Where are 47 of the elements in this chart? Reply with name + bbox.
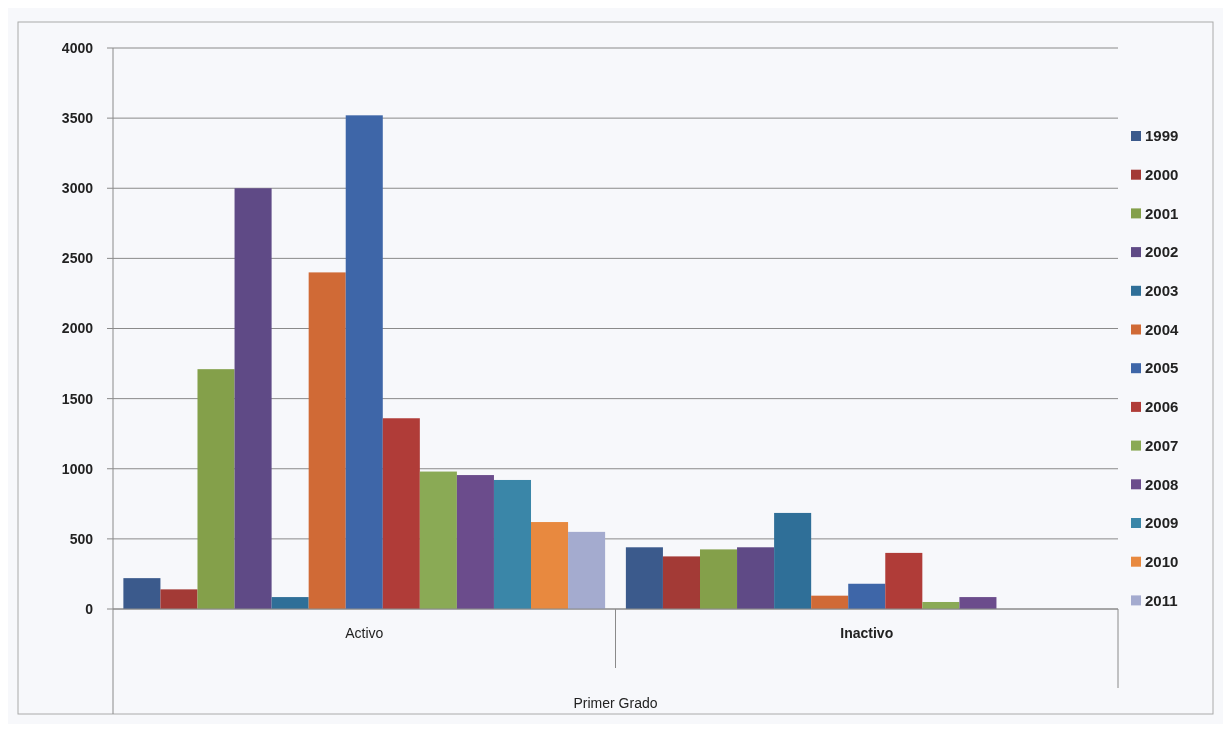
legend-label: 2006 xyxy=(1145,398,1179,416)
bar xyxy=(699,549,738,609)
legend-label: 2007 xyxy=(1145,436,1179,454)
bar xyxy=(568,531,606,609)
y-tick-label: 3500 xyxy=(61,110,94,127)
y-tick-label: 1000 xyxy=(61,460,94,477)
y-tick-label: 500 xyxy=(69,530,94,547)
x-tick-label: Activo xyxy=(345,625,384,641)
legend-label: 2003 xyxy=(1145,282,1179,300)
y-tick-label: 2500 xyxy=(61,250,94,267)
bar xyxy=(308,272,346,609)
legend-label: 2001 xyxy=(1145,204,1179,222)
bar xyxy=(234,188,272,609)
bar xyxy=(419,471,457,609)
bar xyxy=(382,418,420,609)
bar xyxy=(160,589,198,609)
x-tick-label: Inactivo xyxy=(840,625,894,641)
y-tick-label: 2000 xyxy=(61,320,94,337)
bar xyxy=(197,369,235,609)
bar xyxy=(774,512,812,609)
y-tick-label: 3000 xyxy=(61,180,94,197)
legend-label: 2000 xyxy=(1145,165,1179,183)
y-tick-label: 1500 xyxy=(61,390,94,407)
legend-label: 2004 xyxy=(1145,320,1180,338)
legend-label: 2008 xyxy=(1145,475,1179,493)
bar xyxy=(959,597,997,609)
legend-label: 2010 xyxy=(1145,552,1179,570)
bar xyxy=(493,479,532,609)
bar xyxy=(737,547,775,609)
bar xyxy=(885,552,923,609)
bar xyxy=(123,578,161,609)
bar xyxy=(811,595,849,609)
bar xyxy=(848,583,886,609)
bar xyxy=(625,547,663,609)
x-axis-title: Primer Grado xyxy=(573,695,658,711)
bar xyxy=(531,522,569,609)
legend-label: 2005 xyxy=(1145,359,1179,377)
legend-label: 2011 xyxy=(1145,591,1178,609)
bar xyxy=(271,597,309,609)
legend-label: 2002 xyxy=(1145,243,1179,261)
legend-label: 1999 xyxy=(1145,127,1179,145)
y-tick-label: 4000 xyxy=(61,39,94,56)
bar xyxy=(662,556,700,609)
bar xyxy=(456,475,494,609)
bar xyxy=(345,115,383,609)
y-tick-label: 0 xyxy=(85,600,94,617)
legend-label: 2009 xyxy=(1145,514,1179,532)
